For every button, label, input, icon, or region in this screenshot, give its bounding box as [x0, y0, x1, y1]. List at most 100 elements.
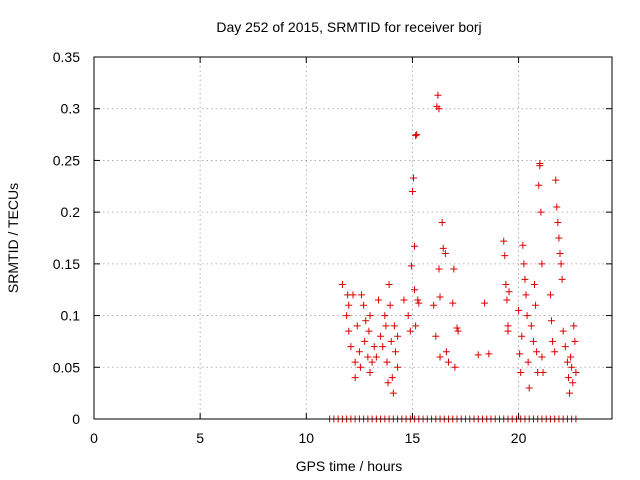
- data-point: [391, 348, 399, 356]
- data-point: [555, 234, 563, 242]
- data-point: [410, 174, 418, 182]
- data-point: [563, 358, 571, 366]
- data-point: [411, 242, 419, 250]
- data-point: [515, 306, 523, 314]
- data-point: [527, 322, 535, 330]
- data-point: [481, 299, 489, 307]
- data-point: [360, 301, 368, 309]
- data-point: [525, 384, 533, 392]
- data-point: [570, 322, 578, 330]
- data-point: [356, 363, 364, 371]
- data-point: [439, 244, 447, 252]
- data-point: [572, 368, 580, 376]
- data-point: [343, 312, 351, 320]
- data-point: [505, 288, 513, 296]
- data-point: [523, 312, 531, 320]
- data-point: [538, 353, 546, 361]
- data-point: [434, 91, 442, 99]
- tick-labels: 0 5 10 15 20 0 0.05 0.1 0.15 0.2 0.25 0.3 0.35: [53, 49, 527, 446]
- data-point: [377, 332, 385, 340]
- data-point: [365, 327, 373, 335]
- data-point: [546, 291, 554, 299]
- y-tick-label: 0.05: [53, 359, 80, 375]
- y-tick-label: 0.15: [53, 256, 80, 272]
- ticks: [93, 56, 612, 420]
- data-point: [536, 162, 544, 170]
- y-tick-label: 0: [72, 411, 80, 427]
- y-tick-label: 0.2: [61, 204, 81, 220]
- data-point: [347, 343, 355, 351]
- y-tick-label: 0.25: [53, 152, 80, 168]
- data-point: [516, 350, 524, 358]
- data-point: [553, 203, 561, 211]
- x-tick-label: 0: [90, 430, 98, 446]
- data-point: [361, 337, 369, 345]
- data-point: [533, 348, 541, 356]
- data-point: [518, 332, 526, 340]
- data-point: [432, 332, 440, 340]
- data-point: [351, 374, 359, 382]
- data-point: [558, 275, 566, 283]
- data-point: [384, 379, 392, 387]
- data-point: [504, 327, 512, 335]
- data-point: [524, 358, 532, 366]
- x-axis-label: GPS time / hours: [296, 458, 403, 474]
- data-point: [338, 281, 346, 289]
- data-point: [383, 358, 391, 366]
- data-point: [436, 353, 444, 361]
- y-tick-label: 0.1: [61, 308, 81, 324]
- data-point: [564, 374, 572, 382]
- data-point: [554, 218, 562, 226]
- data-point: [449, 299, 457, 307]
- data-point: [353, 322, 361, 330]
- data-point: [450, 265, 458, 273]
- data-point: [404, 312, 412, 320]
- data-point: [394, 363, 402, 371]
- data-point: [567, 353, 575, 361]
- data-point: [366, 312, 374, 320]
- data-point: [520, 260, 528, 268]
- data-points: [326, 91, 580, 423]
- data-point: [412, 322, 420, 330]
- data-point: [532, 301, 540, 309]
- data-point: [390, 322, 398, 330]
- data-point: [517, 368, 525, 376]
- data-point: [357, 291, 365, 299]
- data-point: [474, 351, 482, 359]
- y-tick-label: 0.3: [61, 101, 81, 117]
- data-point: [519, 241, 527, 249]
- data-point: [552, 176, 560, 184]
- data-point: [559, 327, 567, 335]
- data-point: [394, 332, 402, 340]
- data-point: [412, 132, 420, 140]
- data-point: [381, 312, 389, 320]
- data-point: [557, 260, 565, 268]
- data-point: [438, 218, 446, 226]
- data-point: [503, 296, 511, 304]
- data-point: [521, 275, 529, 283]
- data-point: [386, 301, 394, 309]
- data-point: [547, 317, 555, 325]
- data-point: [539, 368, 547, 376]
- data-point: [382, 322, 390, 330]
- data-point: [414, 296, 422, 304]
- data-point: [364, 353, 372, 361]
- data-point: [379, 343, 387, 351]
- data-point: [385, 281, 393, 289]
- chart-title: Day 252 of 2015, SRMTID for receiver bor…: [216, 19, 481, 35]
- x-tick-label: 15: [405, 430, 421, 446]
- data-point: [454, 327, 462, 335]
- data-point: [522, 291, 530, 299]
- data-point: [571, 337, 579, 345]
- data-point: [370, 343, 378, 351]
- data-point: [430, 301, 438, 309]
- x-tick-label: 20: [511, 430, 527, 446]
- data-point: [345, 301, 353, 309]
- data-point: [407, 262, 415, 270]
- data-point: [362, 317, 370, 325]
- data-point: [500, 237, 508, 245]
- data-point: [453, 324, 461, 332]
- data-point: [556, 250, 564, 258]
- data-point: [502, 281, 510, 289]
